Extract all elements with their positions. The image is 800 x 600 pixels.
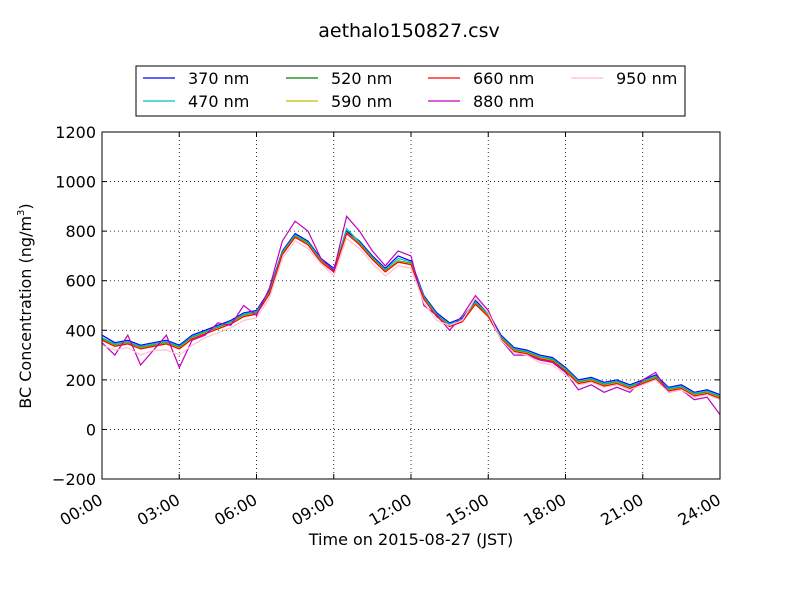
legend-items: 370 nm 470 nm 520 nm 590 nm 660 nm 880 nm 950 …	[143, 69, 677, 111]
chart-title: aethalo150827.csv	[318, 20, 500, 42]
y-tick-label: 0	[86, 420, 96, 439]
x-axis-title: Time on 2015-08-27 (JST)	[308, 530, 513, 549]
y-tick-label: 600	[65, 272, 96, 291]
legend-label: 590 nm	[331, 92, 392, 111]
y-tick-label: 1200	[55, 123, 96, 142]
legend-label: 660 nm	[473, 69, 534, 88]
x-tick-label: 21:00	[597, 490, 646, 530]
x-tick-labels: 00:00 03:00 06:00 09:00 12:00 15:00 18:00 21:00…	[57, 490, 724, 530]
x-tick-label: 00:00	[57, 490, 106, 530]
y-axis-title-sup: 3	[16, 210, 27, 216]
series-line	[101, 230, 721, 396]
x-tick-label: 18:00	[520, 490, 569, 530]
series-lines	[101, 215, 721, 415]
x-tick-label: 12:00	[366, 490, 415, 530]
y-tick-label: −200	[52, 470, 96, 489]
y-axis-title-close: )	[16, 203, 35, 209]
series-line	[101, 231, 721, 399]
legend-label: 880 nm	[473, 92, 534, 111]
x-tick-label: 15:00	[443, 490, 492, 530]
legend-label: 470 nm	[188, 92, 249, 111]
grid	[101, 131, 721, 480]
x-tick-label: 03:00	[134, 490, 183, 530]
legend-frame	[135, 65, 686, 117]
y-tick-label: 1000	[55, 173, 96, 192]
y-tick-label: 800	[65, 222, 96, 241]
legend-label: 520 nm	[331, 69, 392, 88]
x-tick-label: 06:00	[211, 490, 260, 530]
series-line	[101, 237, 721, 401]
legend-label: 950 nm	[616, 69, 677, 88]
series-line	[101, 232, 721, 399]
y-tick-label: 400	[65, 321, 96, 340]
y-axis-title: BC Concentration (ng/m3)	[16, 203, 35, 408]
y-tick-labels: −200 0 200 400 600 800 1000 1200	[52, 123, 96, 489]
ticks	[101, 131, 721, 480]
series-line	[101, 215, 721, 415]
x-tick-label: 09:00	[288, 490, 337, 530]
y-tick-label: 200	[65, 371, 96, 390]
y-axis-title-main: BC Concentration (ng/m	[16, 216, 35, 409]
x-tick-label: 24:00	[675, 490, 724, 530]
series-line	[101, 227, 721, 397]
legend: 370 nm 470 nm 520 nm 590 nm 660 nm 880 nm 950 …	[135, 65, 686, 117]
legend-label: 370 nm	[188, 69, 249, 88]
